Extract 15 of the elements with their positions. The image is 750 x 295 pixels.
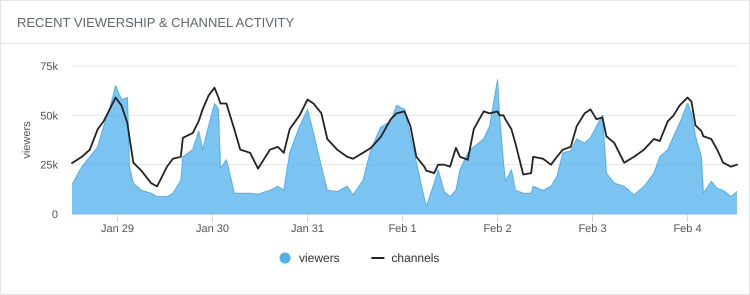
x-tick-label: Feb 4 <box>673 223 702 235</box>
x-tick-label: Jan 29 <box>101 223 134 235</box>
legend-label: channels <box>391 251 440 265</box>
x-tick-label: Feb 3 <box>578 223 607 235</box>
y-tick-label: 25k <box>40 160 58 172</box>
y-tick-label: 75k <box>40 61 58 73</box>
legend-label: viewers <box>299 251 340 265</box>
x-tick-label: Jan 31 <box>291 223 324 235</box>
y-tick-label: 0 <box>52 209 58 221</box>
x-tick-label: Feb 2 <box>483 223 512 235</box>
chart-title: RECENT VIEWERSHIP & CHANNEL ACTIVITY <box>17 15 294 30</box>
x-tick-label: Feb 1 <box>388 223 417 235</box>
y-axis-title: viewers <box>21 120 33 159</box>
x-tick-label: Jan 30 <box>196 223 230 235</box>
y-tick-label: 50k <box>40 110 58 122</box>
